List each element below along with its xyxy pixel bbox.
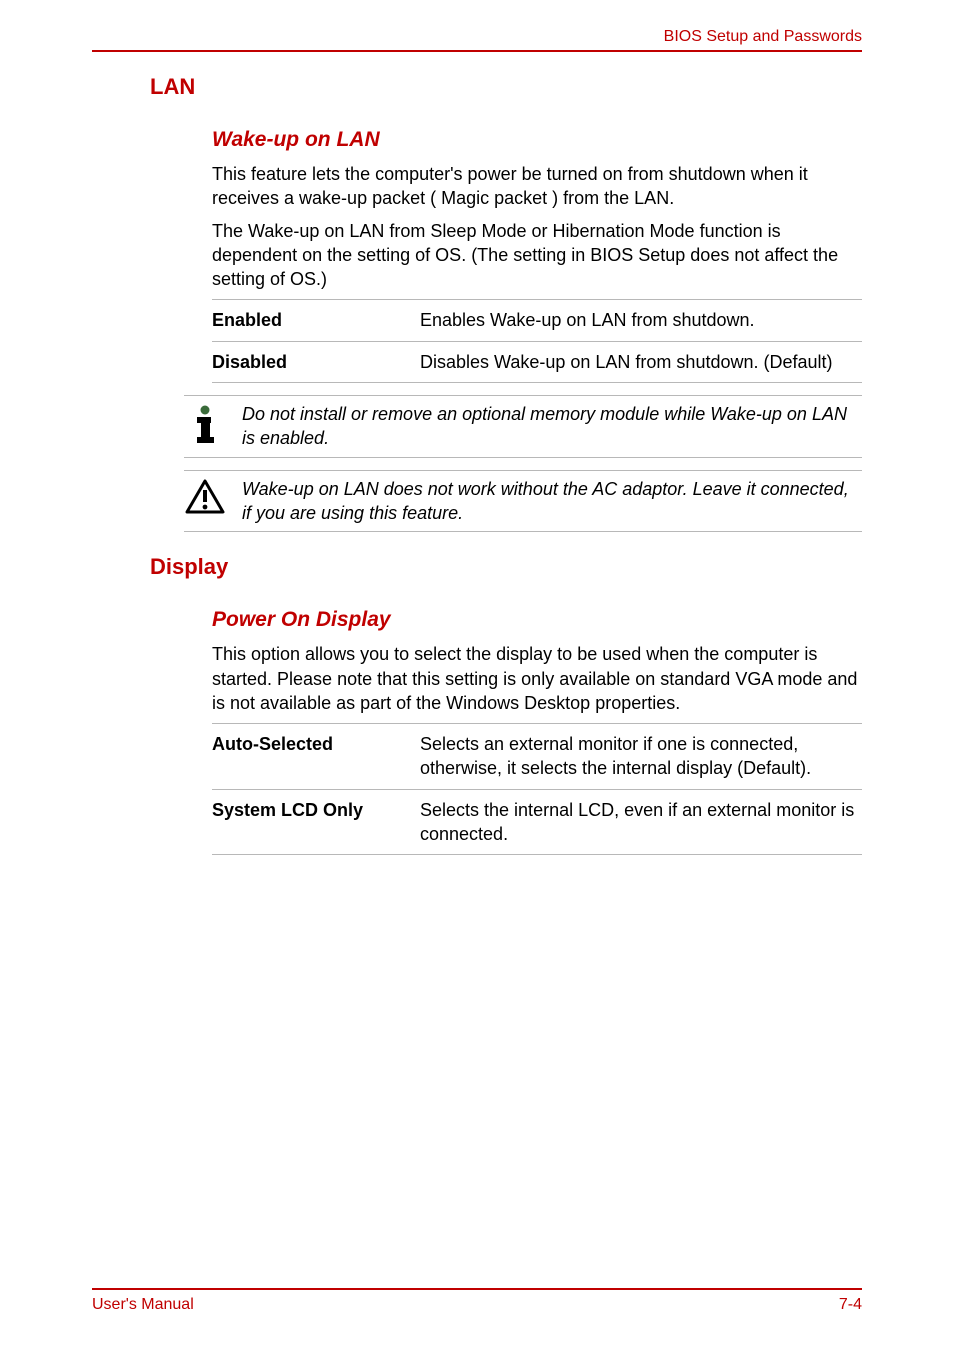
footer-rule bbox=[92, 1288, 862, 1290]
footer-right: 7-4 bbox=[839, 1296, 862, 1314]
warning-note-row: Wake-up on LAN does not work without the… bbox=[184, 470, 862, 533]
desc-auto-selected: Selects an external monitor if one is co… bbox=[420, 724, 862, 790]
section-heading-display: Display bbox=[150, 554, 862, 580]
table-row: Auto-Selected Selects an external monito… bbox=[212, 724, 862, 790]
wake-on-lan-para2: The Wake-up on LAN from Sleep Mode or Hi… bbox=[212, 219, 862, 292]
term-auto-selected: Auto-Selected bbox=[212, 724, 420, 790]
display-content: Power On Display This option allows you … bbox=[212, 608, 862, 855]
table-row: Enabled Enables Wake-up on LAN from shut… bbox=[212, 300, 862, 341]
page: BIOS Setup and Passwords LAN Wake-up on … bbox=[0, 0, 954, 855]
power-on-display-para1: This option allows you to select the dis… bbox=[212, 642, 862, 715]
warning-note-text: Wake-up on LAN does not work without the… bbox=[242, 477, 862, 526]
info-icon bbox=[184, 402, 226, 444]
wake-on-lan-para1: This feature lets the computer's power b… bbox=[212, 162, 862, 211]
warning-icon bbox=[184, 477, 226, 515]
subsection-heading-power-on-display: Power On Display bbox=[212, 608, 862, 632]
term-system-lcd-only: System LCD Only bbox=[212, 789, 420, 855]
lan-content: Wake-up on LAN This feature lets the com… bbox=[212, 128, 862, 383]
desc-system-lcd-only: Selects the internal LCD, even if an ext… bbox=[420, 789, 862, 855]
desc-enabled: Enables Wake-up on LAN from shutdown. bbox=[420, 300, 862, 341]
term-enabled: Enabled bbox=[212, 300, 420, 341]
table-row: Disabled Disables Wake-up on LAN from sh… bbox=[212, 341, 862, 382]
power-on-display-table: Auto-Selected Selects an external monito… bbox=[212, 723, 862, 855]
footer-row: User's Manual 7-4 bbox=[92, 1296, 862, 1314]
footer-left: User's Manual bbox=[92, 1296, 194, 1314]
info-note-row: Do not install or remove an optional mem… bbox=[184, 395, 862, 458]
desc-disabled: Disables Wake-up on LAN from shutdown. (… bbox=[420, 341, 862, 382]
wake-on-lan-table: Enabled Enables Wake-up on LAN from shut… bbox=[212, 299, 862, 383]
term-disabled: Disabled bbox=[212, 341, 420, 382]
header-rule bbox=[92, 50, 862, 52]
subsection-heading-wake-on-lan: Wake-up on LAN bbox=[212, 128, 862, 152]
section-heading-lan: LAN bbox=[150, 74, 862, 100]
info-note-text: Do not install or remove an optional mem… bbox=[242, 402, 862, 451]
page-footer: User's Manual 7-4 bbox=[92, 1288, 862, 1314]
table-row: System LCD Only Selects the internal LCD… bbox=[212, 789, 862, 855]
header-chapter-title: BIOS Setup and Passwords bbox=[92, 28, 862, 50]
